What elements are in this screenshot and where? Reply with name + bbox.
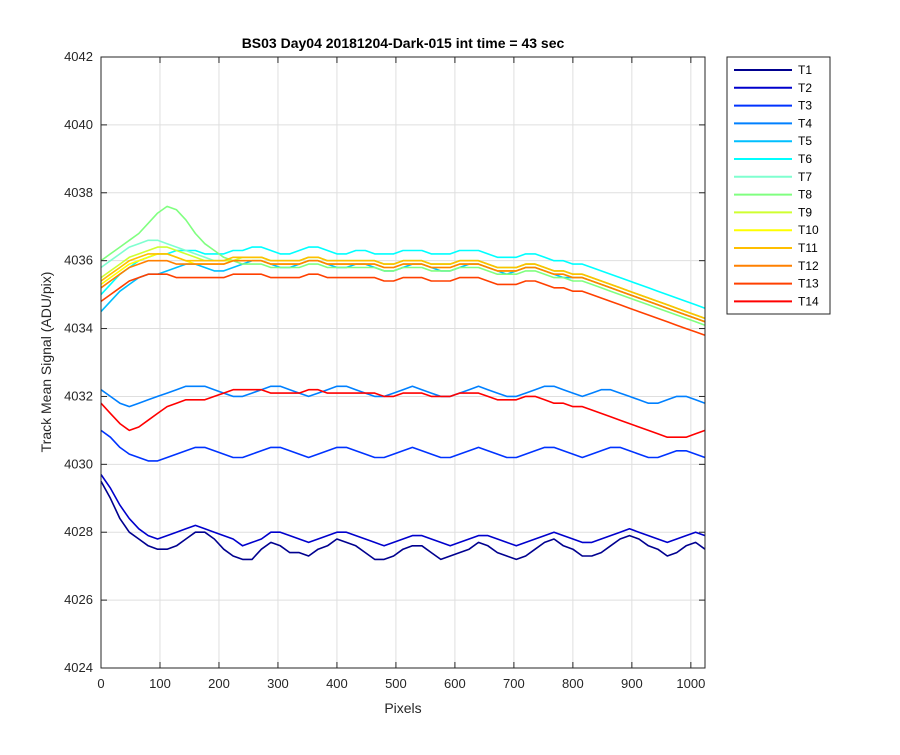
series-layer — [100, 205, 706, 561]
x-tick-label: 1000 — [676, 676, 705, 691]
y-tick-label: 4042 — [64, 49, 93, 64]
legend-label-t12: T12 — [798, 259, 819, 273]
y-axis-label: Track Mean Signal (ADU/pix) — [38, 272, 54, 453]
x-tick-label: 400 — [326, 676, 348, 691]
x-tick-label: 500 — [385, 676, 407, 691]
series-line-t6 — [100, 246, 706, 309]
y-tick-label: 4040 — [64, 117, 93, 132]
x-tick-label: 600 — [444, 676, 466, 691]
series-line-t1 — [100, 480, 706, 561]
series-line-t12 — [100, 259, 706, 323]
legend-label-t13: T13 — [798, 277, 819, 291]
x-axis-label: Pixels — [384, 700, 421, 716]
y-tick-label: 4034 — [64, 321, 93, 336]
series-line-t14 — [100, 388, 706, 439]
y-tick-label: 4028 — [64, 524, 93, 539]
legend-label-t6: T6 — [798, 152, 812, 166]
x-tick-label: 800 — [562, 676, 584, 691]
x-tick-label: 0 — [97, 676, 104, 691]
legend-label-t1: T1 — [798, 63, 812, 77]
y-tick-label: 4030 — [64, 456, 93, 471]
legend-label-t4: T4 — [798, 116, 812, 130]
legend-label-t10: T10 — [798, 223, 819, 237]
legend-label-t7: T7 — [798, 170, 812, 184]
y-tick-label: 4038 — [64, 185, 93, 200]
legend-label-t8: T8 — [798, 188, 812, 202]
legend-label-t3: T3 — [798, 99, 812, 113]
legend-label-t11: T11 — [798, 241, 818, 255]
series-line-t4 — [100, 385, 706, 408]
series-line-t2 — [100, 474, 706, 547]
legend: T1 T2 T3 T4 T5 T6 T7 T8 T9 T10 T11 T12 T13 T14 — [726, 56, 831, 315]
series-line-t11 — [100, 253, 706, 320]
legend-label-t14: T14 — [798, 294, 819, 308]
x-tick-label: 200 — [208, 676, 230, 691]
axes-box — [100, 56, 706, 669]
ticks: 0 100 200 300 400 500 600 700 800 900 1000 4024 4026… — [64, 49, 705, 691]
legend-label-t2: T2 — [798, 81, 812, 95]
legend-label-t9: T9 — [798, 205, 812, 219]
series-line-t13 — [100, 273, 706, 337]
x-tick-label: 100 — [149, 676, 171, 691]
x-tick-label: 700 — [503, 676, 525, 691]
y-tick-label: 4036 — [64, 253, 93, 268]
y-tick-label: 4032 — [64, 388, 93, 403]
y-tick-label: 4024 — [64, 660, 93, 675]
y-tick-label: 4026 — [64, 592, 93, 607]
legend-label-t5: T5 — [798, 134, 812, 148]
series-line-t3 — [100, 429, 706, 462]
chart-title: BS03 Day04 20181204-Dark-015 int time = … — [242, 35, 565, 51]
legend-box — [726, 56, 831, 315]
plot-area-background — [101, 57, 705, 668]
series-line-t8 — [100, 205, 706, 326]
x-tick-label: 900 — [621, 676, 643, 691]
x-tick-label: 300 — [267, 676, 289, 691]
